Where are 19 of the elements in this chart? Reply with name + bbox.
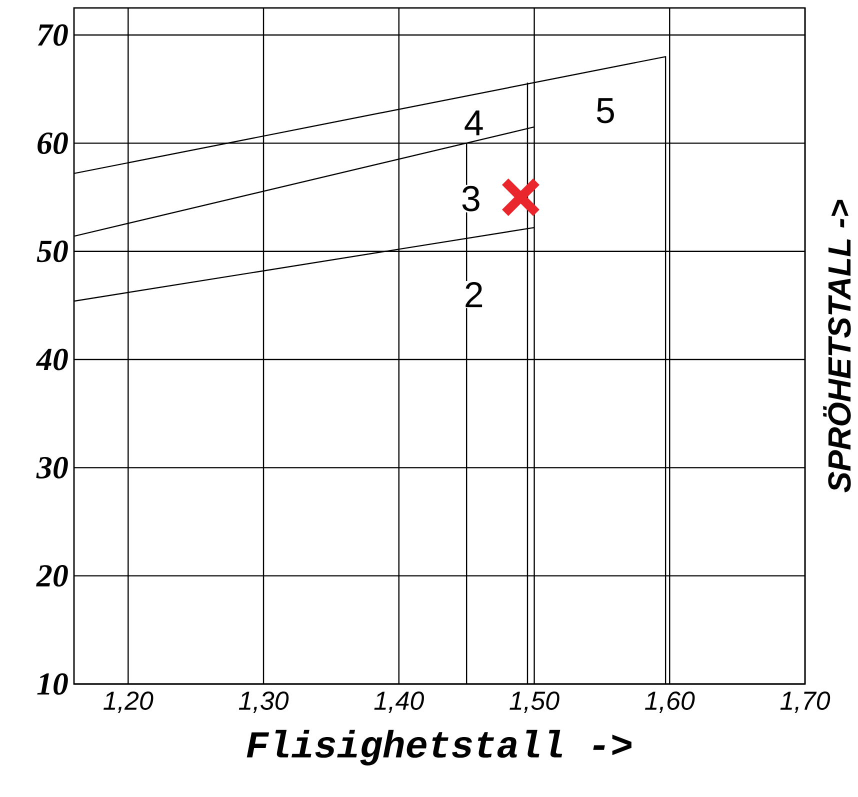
x-tick-label: 1,40: [374, 692, 424, 714]
x-tick-label: 1,20: [104, 692, 154, 714]
y-axis-title: SPRÖHETSTALL ->: [823, 200, 851, 492]
x-tick-label: 1,30: [238, 692, 289, 714]
y-tick-label: 10: [37, 673, 68, 695]
annotation: 5: [596, 98, 614, 124]
x-tick-label: 1,50: [510, 692, 560, 714]
y-tick-label: 60: [38, 132, 68, 154]
y-tick-label: 50: [36, 240, 68, 262]
x-axis-title: Flisighetstall ->: [246, 730, 632, 766]
annotation: 2: [466, 282, 482, 308]
annotation: 3: [462, 186, 480, 212]
x-tick-label: 1,70: [780, 692, 830, 714]
y-tick-label: 30: [36, 456, 68, 478]
x-tick-label: 1,60: [645, 692, 695, 714]
y-tick-label: 70: [38, 24, 68, 46]
annotation: 4: [464, 110, 483, 136]
y-tick-label: 20: [36, 565, 68, 587]
y-tick-label: 40: [36, 348, 68, 370]
